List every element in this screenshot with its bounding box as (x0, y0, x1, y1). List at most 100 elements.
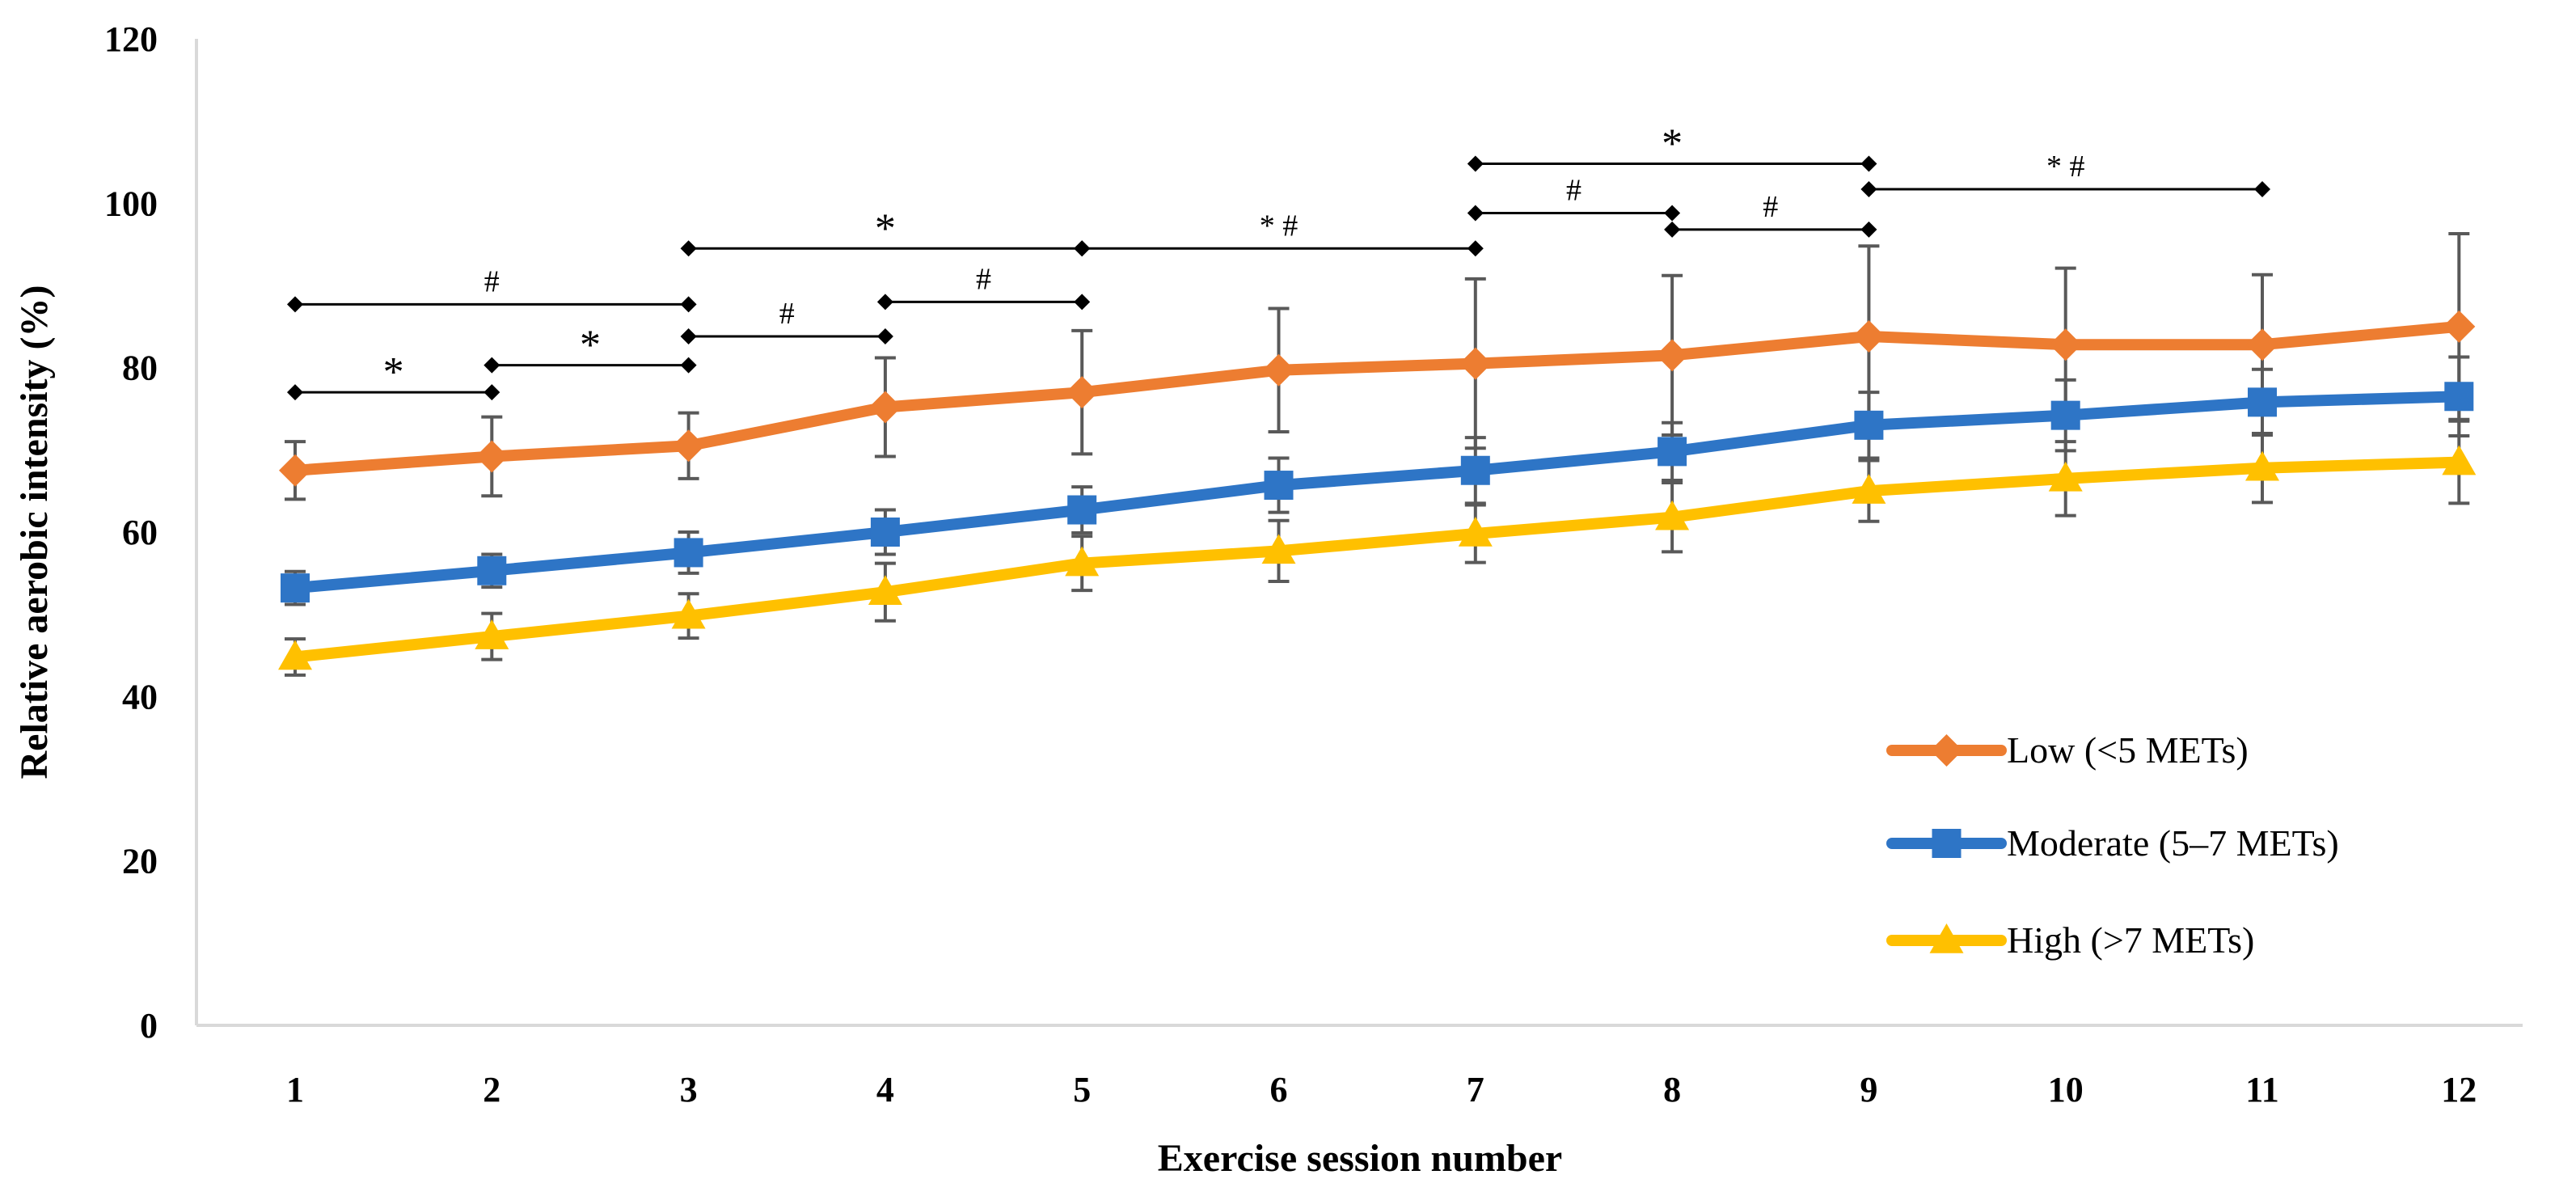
data-point (475, 619, 509, 649)
data-point (475, 440, 509, 473)
x-tick-label: 2 (483, 1070, 500, 1109)
axes (195, 39, 2523, 1027)
data-point (477, 556, 507, 585)
y-tick-labels: 0 20 40 60 80 100 120 (104, 19, 158, 1046)
data-point (868, 391, 902, 424)
data-point (1656, 339, 1689, 372)
data-point (1262, 353, 1295, 387)
y-tick-label: 60 (122, 513, 158, 552)
significance-endpoint (1074, 294, 1091, 311)
significance-endpoint (484, 384, 500, 401)
significance-endpoint (680, 240, 697, 257)
series-markers (278, 310, 2477, 670)
series-line (289, 456, 2465, 663)
significance-endpoint (1664, 221, 1681, 238)
significance-label: # (779, 297, 795, 331)
significance-endpoint (1074, 240, 1091, 257)
significance-endpoint (287, 296, 303, 313)
significance-label: # (976, 262, 991, 296)
data-point (279, 454, 311, 487)
significance-endpoint (876, 328, 893, 345)
significance-label: * (383, 349, 404, 395)
significance-endpoint (680, 328, 697, 345)
y-tick-label: 0 (140, 1006, 158, 1046)
data-point (2245, 450, 2279, 481)
data-point (1065, 546, 1100, 577)
significance-label: * (1662, 121, 1683, 167)
significance-endpoint (1860, 181, 1877, 198)
data-point (1261, 534, 1296, 564)
series-line (289, 391, 2465, 594)
y-tick-label: 100 (104, 184, 158, 223)
data-point (1066, 376, 1099, 409)
y-tick-label: 120 (104, 19, 158, 59)
significance-label: * (875, 205, 896, 251)
data-point (2246, 328, 2278, 361)
data-point (2050, 400, 2080, 430)
significance-endpoint (1467, 205, 1484, 222)
series-lines (289, 320, 2465, 663)
significance-endpoint (1467, 155, 1484, 172)
data-point (870, 518, 900, 547)
significance-label: * (580, 323, 601, 369)
data-point (1854, 410, 1884, 440)
data-point (1458, 517, 1493, 547)
data-point (671, 598, 706, 629)
x-tick-label: 8 (1663, 1070, 1681, 1109)
data-point (1459, 347, 1492, 380)
significance-endpoint (1664, 205, 1681, 222)
x-tick-label: 1 (286, 1070, 304, 1109)
significance-label: # (1566, 174, 1581, 208)
data-point (1932, 829, 1962, 858)
data-point (281, 573, 310, 603)
significance-label: # (484, 264, 500, 298)
data-point (2248, 387, 2277, 417)
data-point (1852, 320, 1886, 353)
data-point (1460, 455, 1490, 485)
significance-endpoint (287, 384, 303, 401)
data-point (2049, 328, 2082, 361)
data-point (278, 640, 312, 670)
significance-label: * # (1260, 209, 1299, 243)
x-tick-label: 10 (2048, 1070, 2084, 1109)
significance-endpoint (680, 296, 697, 313)
significance-endpoint (1860, 221, 1877, 238)
data-point (2443, 310, 2476, 343)
data-point (2048, 461, 2083, 492)
significance-label: * # (2046, 150, 2085, 184)
legend-label: Low (<5 METs) (2007, 729, 2249, 771)
data-point (1655, 500, 1690, 530)
significance-endpoint (2254, 181, 2270, 198)
x-axis-title: Exercise session number (1158, 1137, 1562, 1180)
x-tick-label: 9 (1860, 1070, 1877, 1109)
significance-endpoint (1467, 240, 1484, 257)
y-tick-label: 20 (122, 842, 158, 881)
data-point (2442, 445, 2477, 475)
x-tick-label: 12 (2441, 1070, 2477, 1109)
legend: Low (<5 METs) Moderate (5–7 METs) High (>7… (1886, 729, 2339, 961)
significance-annotations: * # * # * # * # # * # * # (287, 121, 2270, 401)
data-point (1930, 734, 1963, 767)
y-tick-label: 40 (122, 677, 158, 716)
data-point (1852, 474, 1886, 504)
significance-endpoint (1860, 155, 1877, 172)
x-tick-label: 11 (2245, 1070, 2279, 1109)
significance-endpoint (680, 357, 697, 374)
data-point (1658, 437, 1687, 467)
data-point (674, 538, 703, 568)
series-line (289, 320, 2465, 476)
legend-label: Moderate (5–7 METs) (2007, 822, 2339, 864)
significance-label: # (1763, 190, 1778, 224)
data-point (2444, 382, 2474, 412)
data-point (1264, 471, 1294, 501)
x-tick-label: 4 (876, 1070, 894, 1109)
x-tick-labels: 1 2 3 4 5 6 7 8 9 10 11 12 (286, 1070, 2477, 1109)
significance-endpoint (876, 294, 893, 311)
legend-label: High (>7 METs) (2007, 919, 2254, 961)
y-tick-label: 80 (122, 349, 158, 388)
y-axis-title: Relative aerobic intensity (%) (13, 285, 56, 780)
x-tick-label: 5 (1073, 1070, 1091, 1109)
x-tick-label: 7 (1467, 1070, 1484, 1109)
x-tick-label: 6 (1270, 1070, 1288, 1109)
